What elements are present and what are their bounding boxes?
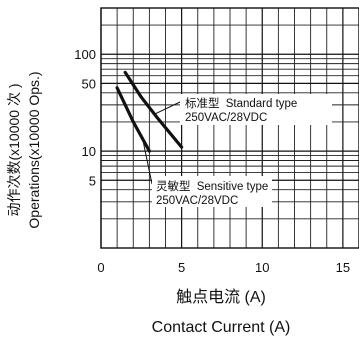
- standard-type-label: 标准型 Standard type: [185, 96, 297, 110]
- y-tick-label-2: 50: [82, 76, 96, 91]
- y-tick-label-1: 10: [82, 144, 96, 159]
- standard-label-background: [180, 94, 332, 125]
- x-axis-title-cn: 触点电流 (A): [176, 288, 266, 306]
- annotations: 标准型 Standard type 250VAC/28VDC 灵敏型 Sensi…: [142, 94, 332, 207]
- y-tick-label-3: 100: [74, 47, 96, 62]
- x-tick-label-1: 5: [178, 260, 185, 275]
- y-tick-label-0: 5: [89, 173, 96, 188]
- grid: [100, 7, 359, 249]
- sensitive-type-rating: 250VAC/28VDC: [156, 195, 238, 207]
- sensitive-type-annotation: 灵敏型 Sensitive type 250VAC/28VDC: [142, 139, 272, 207]
- plot-frame: [100, 7, 359, 249]
- y-axis-title-cn: 动作次数(x10000 次 ): [6, 83, 22, 216]
- x-axis-title-en: Contact Current (A): [152, 319, 291, 336]
- tick-labels: 0 5 10 15 5 10 50 100: [74, 47, 350, 275]
- standard-type-label-en: Standard type: [226, 98, 298, 110]
- x-tick-label-3: 15: [336, 260, 350, 275]
- sensitive-type-leader: [142, 139, 153, 185]
- sensitive-label-background: [152, 176, 272, 207]
- x-tick-label-0: 0: [97, 260, 104, 275]
- standard-type-annotation: 标准型 Standard type 250VAC/28VDC: [153, 94, 332, 125]
- x-tick-label-2: 10: [255, 260, 269, 275]
- sensitive-type-label-cn: 灵敏型: [156, 179, 191, 193]
- sensitive-type-label-en: Sensitive type: [197, 181, 269, 193]
- sensitive-type-label: 灵敏型 Sensitive type: [156, 179, 268, 193]
- series-line-sensitive: [115, 86, 151, 153]
- standard-type-label-cn: 标准型: [185, 96, 220, 110]
- standard-type-leader: [153, 101, 181, 115]
- series-layer: [115, 70, 184, 153]
- y-axis-title-en: Operations(x10000 Ops.): [26, 71, 42, 228]
- series-line-standard: [123, 70, 184, 149]
- standard-type-rating: 250VAC/28VDC: [185, 112, 267, 124]
